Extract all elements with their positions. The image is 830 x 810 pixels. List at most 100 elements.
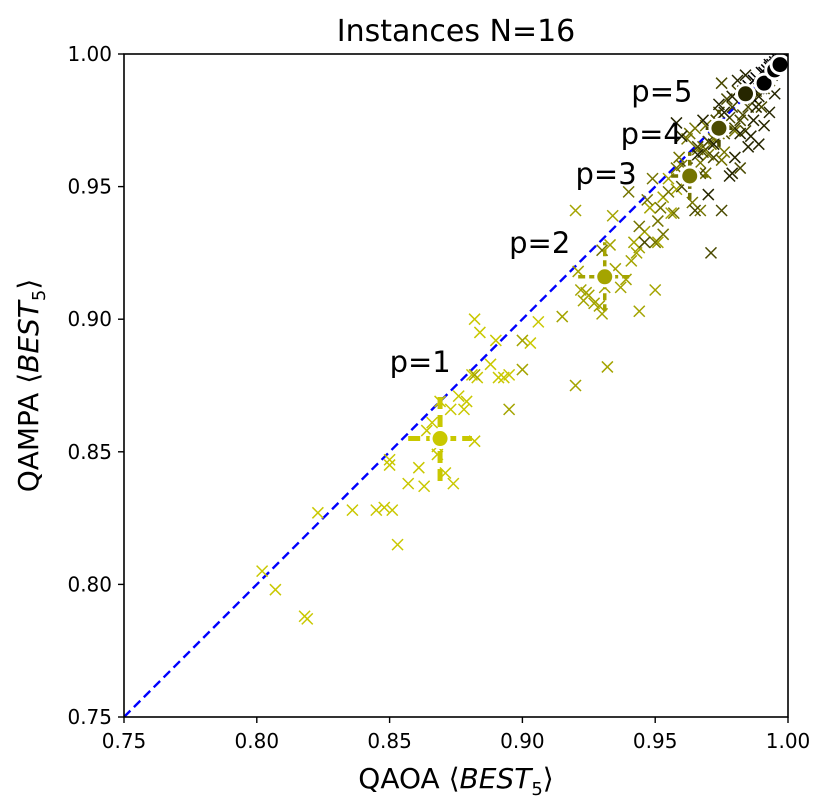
data-point	[758, 119, 771, 132]
data-point	[673, 151, 686, 164]
data-point	[412, 461, 425, 474]
data-point	[707, 151, 720, 164]
chart-title: Instances N=16	[337, 14, 576, 49]
data-point	[704, 246, 718, 259]
data-point	[580, 286, 593, 299]
data-marks	[256, 54, 788, 625]
data-point	[712, 98, 725, 111]
data-point	[649, 283, 662, 297]
x-tick-label: 0.80	[235, 729, 280, 753]
data-point	[301, 612, 314, 625]
series-label-p-1: p=1	[390, 345, 451, 379]
data-point	[569, 204, 582, 217]
data-point	[256, 565, 269, 578]
data-point	[346, 504, 359, 517]
data-point	[516, 334, 529, 347]
data-point	[734, 162, 747, 175]
mean-marker	[679, 165, 701, 187]
data-point	[391, 538, 404, 551]
data-point	[726, 101, 739, 114]
data-point	[516, 363, 529, 376]
y-axis-ticks: 0.75 0.80 0.85 0.90 0.95 1.00	[67, 42, 124, 729]
mean-p-5	[735, 83, 757, 105]
data-point	[633, 305, 646, 318]
data-point	[269, 583, 282, 596]
data-point	[601, 360, 614, 373]
data-point	[667, 207, 680, 220]
data-point	[604, 238, 617, 251]
y-tick-label: 1.00	[67, 42, 112, 66]
data-point	[694, 204, 707, 217]
x-axis-ticks: 0.75 0.80 0.85 0.90 0.95 1.00	[102, 717, 810, 753]
series-p-3	[596, 114, 741, 257]
mean-marker	[429, 428, 451, 450]
data-point	[702, 188, 715, 201]
data-point	[383, 459, 396, 472]
y-tick-label: 0.75	[67, 705, 112, 729]
data-point	[468, 368, 481, 381]
x-tick-label: 0.85	[367, 729, 412, 753]
data-point	[606, 209, 619, 222]
y-axis-label: QAMPA ⟨BEST5⟩	[12, 279, 50, 493]
mean-marker	[753, 72, 775, 94]
series-p-2	[468, 172, 683, 416]
data-point	[311, 506, 324, 519]
data-point	[739, 69, 752, 82]
data-point	[473, 326, 486, 339]
data-point	[731, 74, 744, 87]
data-point	[726, 167, 739, 180]
data-point	[675, 130, 688, 143]
mean-p-6	[753, 72, 775, 94]
data-point	[641, 193, 654, 206]
data-point	[457, 403, 470, 416]
series-label-p-3: p=3	[576, 157, 637, 191]
x-tick-label: 0.75	[102, 729, 147, 753]
data-point	[651, 215, 664, 228]
data-point	[420, 424, 433, 437]
mean-p-2	[578, 242, 632, 312]
series-label-p-2: p=2	[509, 226, 570, 260]
mean-p-8	[769, 54, 788, 76]
data-point	[503, 403, 516, 416]
data-point	[447, 477, 460, 490]
reference-line-y-equals-x	[124, 54, 788, 717]
data-point	[489, 334, 502, 347]
data-point	[426, 416, 439, 429]
data-point	[402, 477, 415, 490]
data-point	[633, 220, 646, 233]
series-label-p-5: p=5	[631, 75, 692, 109]
mean-p-3	[671, 152, 709, 200]
mean-marker	[708, 117, 730, 139]
data-point	[665, 207, 678, 220]
data-point	[718, 146, 731, 159]
data-point	[532, 315, 545, 328]
data-point	[378, 501, 391, 514]
data-point	[625, 254, 638, 267]
data-point	[646, 172, 659, 185]
y-tick-label: 0.85	[67, 440, 112, 464]
data-point	[654, 201, 667, 214]
data-point	[468, 313, 481, 326]
data-point	[734, 127, 747, 140]
data-point	[370, 504, 383, 517]
data-point	[736, 108, 749, 122]
data-point	[630, 246, 643, 259]
data-point	[718, 106, 731, 119]
data-point	[569, 379, 582, 392]
data-point	[622, 185, 635, 198]
data-point	[691, 148, 704, 161]
data-point	[670, 116, 683, 129]
x-tick-label: 0.95	[633, 729, 678, 753]
y-tick-label: 0.80	[67, 572, 112, 596]
mean-marker	[769, 54, 788, 76]
data-point	[503, 368, 516, 381]
data-point	[444, 403, 457, 416]
data-point	[696, 114, 710, 127]
x-tick-label: 0.90	[500, 729, 545, 753]
data-point	[755, 101, 768, 114]
data-point	[383, 453, 396, 466]
data-point	[662, 185, 675, 198]
mean-marker	[735, 83, 757, 105]
data-point	[556, 310, 569, 323]
